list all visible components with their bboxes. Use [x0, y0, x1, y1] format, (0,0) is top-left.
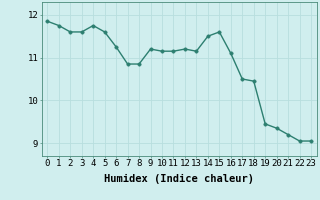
X-axis label: Humidex (Indice chaleur): Humidex (Indice chaleur) — [104, 174, 254, 184]
